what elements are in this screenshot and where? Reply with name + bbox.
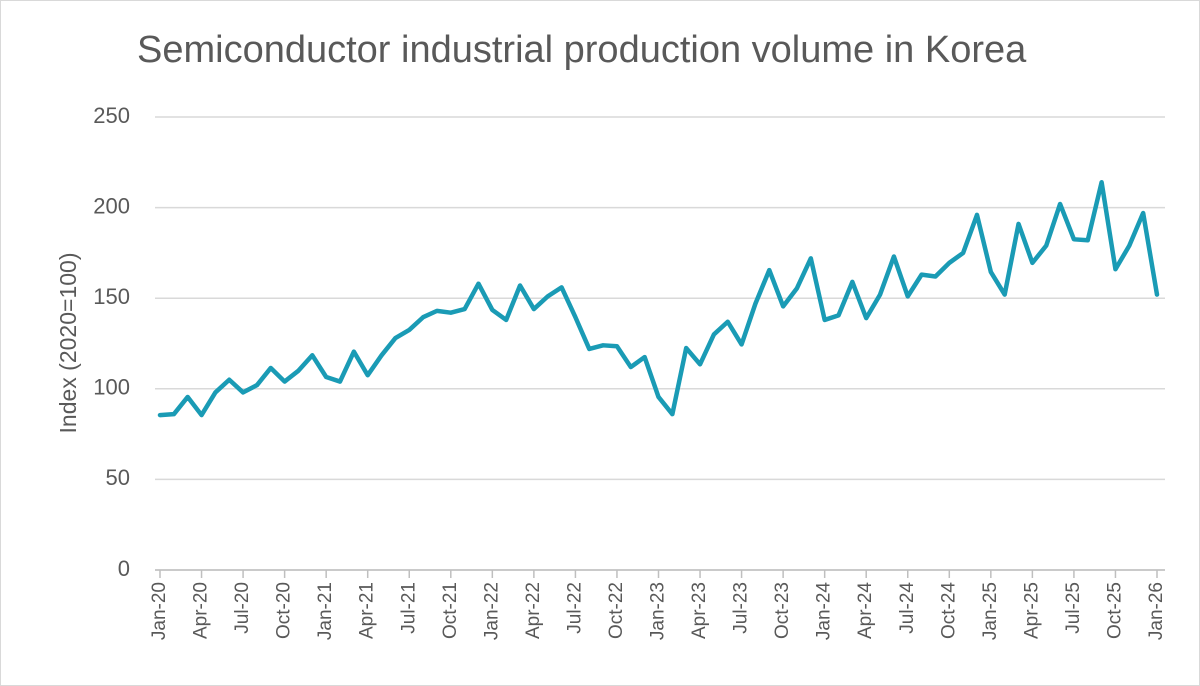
x-tick-label: Jan-24 [814, 582, 835, 641]
x-tick-label: Oct-22 [606, 582, 627, 639]
x-tick-label: Jul-21 [398, 582, 419, 634]
x-tick-label: Jan-26 [1146, 582, 1167, 640]
x-tick-label: Jul-23 [731, 582, 752, 634]
x-tick-label: Oct-20 [274, 582, 295, 639]
x-tick-label: Apr-25 [1021, 582, 1042, 639]
x-tick-label: Jan-22 [481, 582, 502, 640]
x-tick-label: Apr-23 [689, 582, 710, 639]
x-tick-label: Jan-25 [980, 582, 1001, 640]
chart-title: Semiconductor industrial production volu… [137, 29, 1027, 71]
x-tick-label: Apr-24 [855, 582, 876, 639]
x-tick-label: Jan-20 [149, 582, 170, 640]
x-tick-label: Jan-21 [315, 582, 336, 640]
y-tick-label: 50 [106, 465, 130, 490]
x-tick-label: Jul-20 [232, 582, 253, 634]
x-tick-label: Oct-25 [1104, 582, 1125, 639]
x-tick-label: Jul-22 [564, 582, 585, 634]
x-tick-label: Jul-24 [897, 582, 918, 634]
x-tick-label: Jul-25 [1063, 582, 1084, 634]
y-tick-label: 0 [118, 556, 130, 581]
x-tick-label: Apr-21 [357, 582, 378, 639]
y-axis-label: Index (2020=100) [55, 253, 81, 434]
x-tick-label: Apr-20 [191, 582, 212, 639]
x-tick-label: Jan-23 [648, 582, 669, 640]
y-tick-label: 250 [93, 103, 130, 128]
x-tick-label: Apr-22 [523, 582, 544, 639]
y-tick-label: 150 [93, 284, 130, 309]
y-tick-label: 200 [93, 193, 130, 218]
data-line [157, 179, 1160, 418]
x-tick-label: Oct-23 [772, 582, 793, 639]
x-tick-label: Oct-24 [938, 582, 959, 639]
x-tick-label: Oct-21 [440, 582, 461, 639]
y-tick-label: 100 [93, 375, 130, 400]
